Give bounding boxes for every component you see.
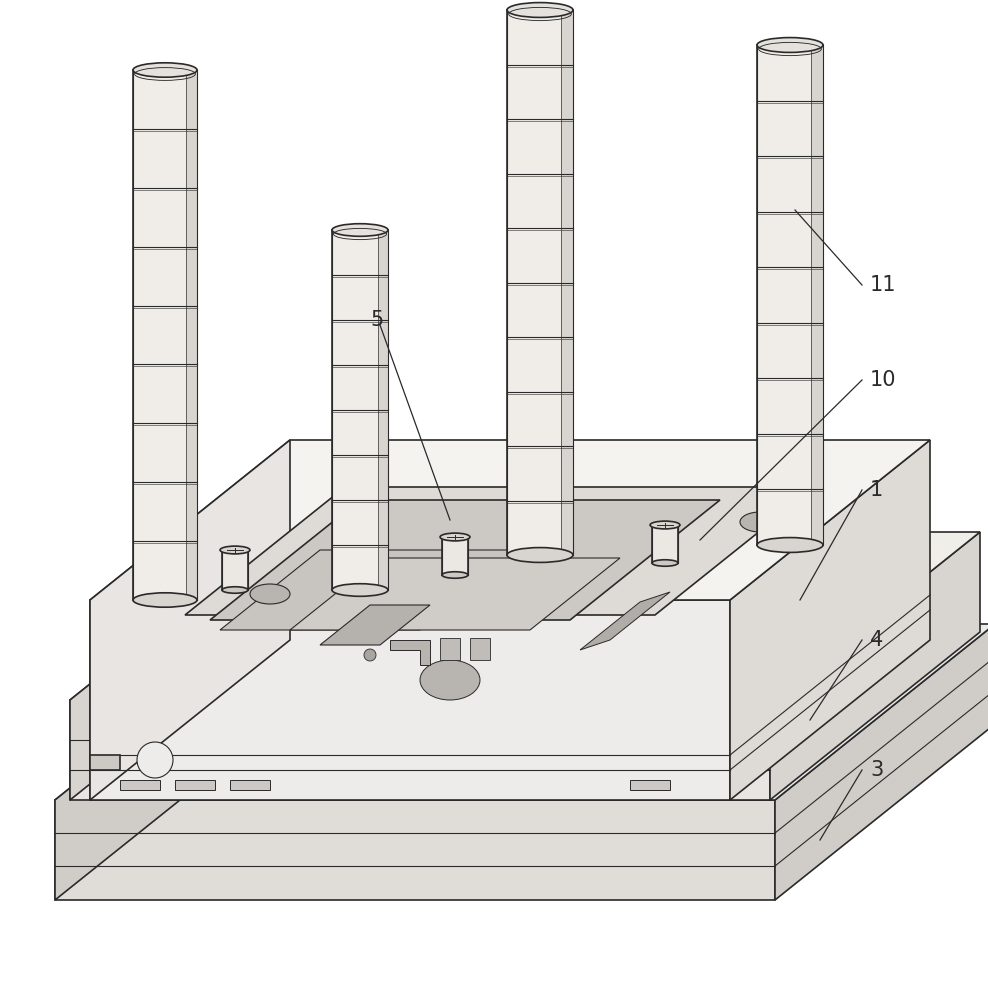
Polygon shape	[775, 624, 988, 900]
Polygon shape	[220, 550, 520, 630]
Ellipse shape	[652, 522, 678, 528]
Polygon shape	[186, 70, 197, 600]
Ellipse shape	[332, 584, 388, 596]
Polygon shape	[442, 537, 468, 575]
Polygon shape	[332, 230, 388, 590]
Ellipse shape	[220, 546, 250, 554]
Text: 5: 5	[370, 310, 383, 330]
Polygon shape	[730, 440, 930, 800]
Polygon shape	[90, 755, 120, 770]
Polygon shape	[120, 780, 160, 790]
Ellipse shape	[222, 547, 248, 553]
Ellipse shape	[652, 560, 678, 566]
Ellipse shape	[332, 224, 388, 236]
Polygon shape	[811, 45, 823, 545]
Polygon shape	[133, 70, 144, 600]
Polygon shape	[470, 638, 490, 660]
Ellipse shape	[507, 3, 573, 17]
Polygon shape	[70, 532, 280, 800]
Polygon shape	[185, 487, 815, 615]
Polygon shape	[90, 440, 290, 800]
Polygon shape	[440, 638, 460, 660]
Polygon shape	[507, 10, 519, 555]
Text: 10: 10	[870, 370, 896, 390]
Circle shape	[364, 649, 376, 661]
Ellipse shape	[133, 593, 197, 607]
Ellipse shape	[442, 572, 468, 578]
Polygon shape	[70, 700, 770, 800]
Polygon shape	[90, 600, 730, 800]
Ellipse shape	[507, 548, 573, 562]
Ellipse shape	[650, 521, 680, 529]
Polygon shape	[580, 592, 670, 650]
Polygon shape	[90, 440, 930, 600]
Polygon shape	[55, 624, 988, 800]
Polygon shape	[222, 550, 248, 590]
Polygon shape	[507, 10, 573, 555]
Ellipse shape	[757, 538, 823, 552]
Polygon shape	[652, 525, 678, 563]
Polygon shape	[630, 780, 670, 790]
Ellipse shape	[222, 587, 248, 593]
Ellipse shape	[757, 38, 823, 52]
Polygon shape	[332, 230, 342, 590]
Polygon shape	[55, 624, 275, 900]
Ellipse shape	[250, 584, 290, 604]
Ellipse shape	[420, 660, 480, 700]
Polygon shape	[320, 605, 430, 645]
Ellipse shape	[530, 544, 570, 564]
Polygon shape	[133, 70, 197, 600]
Ellipse shape	[442, 534, 468, 540]
Polygon shape	[390, 640, 430, 665]
Text: 4: 4	[870, 630, 883, 650]
Text: 11: 11	[870, 275, 896, 295]
Ellipse shape	[133, 63, 197, 77]
Polygon shape	[378, 230, 388, 590]
Polygon shape	[757, 45, 823, 545]
Ellipse shape	[440, 533, 470, 541]
Polygon shape	[561, 10, 573, 555]
Polygon shape	[757, 45, 769, 545]
Circle shape	[778, 506, 802, 530]
Polygon shape	[210, 500, 720, 620]
Circle shape	[137, 742, 173, 778]
Polygon shape	[770, 532, 980, 800]
Text: 1: 1	[870, 480, 883, 500]
Polygon shape	[55, 800, 775, 900]
Polygon shape	[230, 780, 270, 790]
Polygon shape	[70, 532, 980, 700]
Polygon shape	[175, 780, 215, 790]
Text: 3: 3	[870, 760, 883, 780]
Polygon shape	[290, 558, 620, 630]
Ellipse shape	[740, 512, 780, 532]
